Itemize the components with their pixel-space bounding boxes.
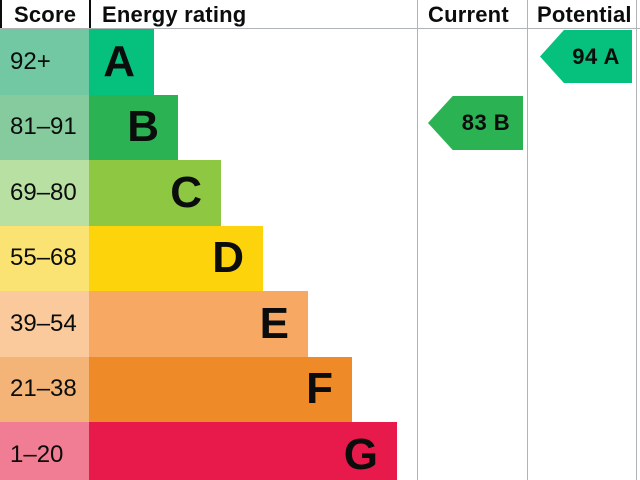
band-bar-d: D	[89, 225, 263, 291]
band-bar-c: C	[89, 160, 221, 226]
band-bar-e: E	[89, 291, 308, 357]
band-row-b: 81–91 B	[0, 94, 417, 160]
header-score: Score	[0, 0, 89, 29]
score-range-a: 92+	[0, 29, 89, 95]
score-range-e: 39–54	[0, 291, 89, 357]
band-row-d: 55–68 D	[0, 225, 417, 291]
band-bar-f: F	[89, 356, 352, 422]
score-range-g: 1–20	[0, 422, 89, 480]
band-row-e: 39–54 E	[0, 291, 417, 357]
potential-column-divider	[527, 0, 528, 480]
current-column-divider	[417, 0, 418, 480]
score-range-c: 69–80	[0, 160, 89, 226]
score-range-f: 21–38	[0, 356, 89, 422]
header-potential: Potential	[537, 1, 632, 27]
table-right-border	[636, 0, 637, 480]
band-row-f: 21–38 F	[0, 356, 417, 422]
band-bar-g: G	[89, 422, 397, 480]
potential-rating-label: 94 A	[572, 43, 620, 69]
score-range-b: 81–91	[0, 94, 89, 160]
band-bar-b: B	[89, 94, 178, 160]
header-underline	[0, 28, 640, 29]
header-current: Current	[428, 1, 509, 27]
band-row-g: 1–20 G	[0, 422, 417, 480]
header-energy-rating: Energy rating	[89, 0, 417, 29]
band-row-c: 69–80 C	[0, 160, 417, 226]
potential-rating-arrow: 94 A	[540, 30, 632, 83]
band-row-a: 92+ A	[0, 29, 417, 95]
current-rating-arrow: 83 B	[428, 96, 523, 150]
current-rating-label: 83 B	[461, 110, 511, 135]
band-bar-a: A	[89, 29, 154, 95]
score-range-d: 55–68	[0, 225, 89, 291]
